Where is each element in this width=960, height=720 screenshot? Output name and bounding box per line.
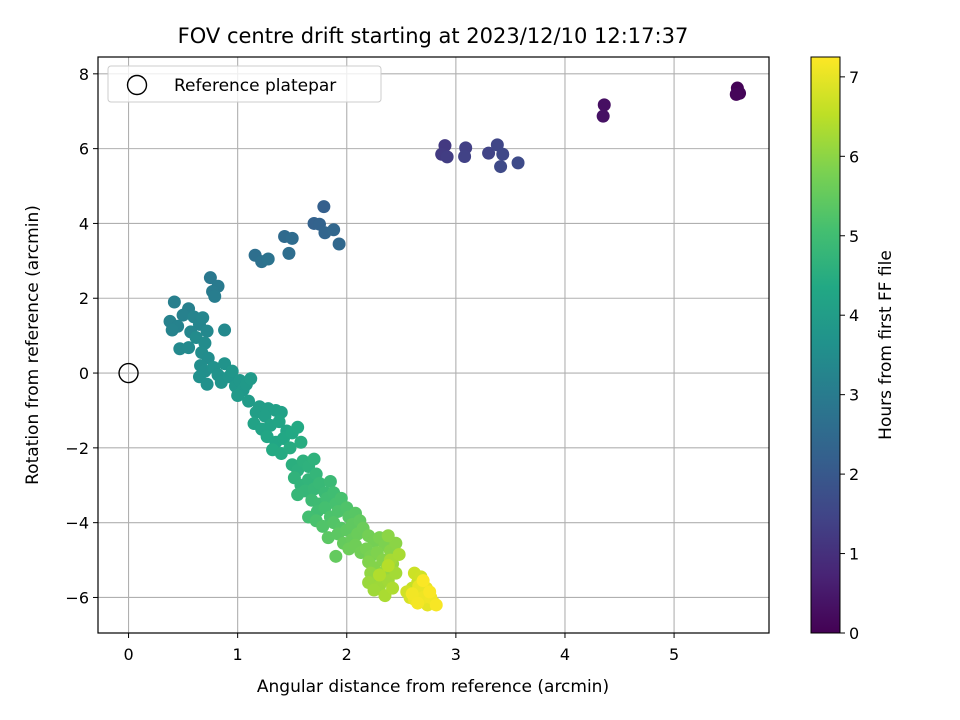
data-point xyxy=(329,549,343,563)
x-tick-label: 4 xyxy=(560,645,570,664)
colorbar-tick-label: 2 xyxy=(849,465,859,484)
x-tick-label: 2 xyxy=(342,645,352,664)
colorbar-tick-label: 1 xyxy=(849,545,859,564)
legend-box xyxy=(107,65,382,103)
grid-lines xyxy=(98,57,769,633)
y-axis-ticks: −6 −4 −2 0 2 4 6 8 xyxy=(65,65,98,607)
data-point xyxy=(307,452,321,466)
data-point xyxy=(225,364,239,378)
data-point xyxy=(416,574,430,588)
data-point xyxy=(176,308,190,322)
data-point xyxy=(231,388,245,402)
data-point xyxy=(423,585,437,599)
data-point xyxy=(511,156,525,170)
y-tick-label: −6 xyxy=(65,588,89,607)
data-point xyxy=(272,415,286,429)
data-point xyxy=(208,289,222,303)
data-point xyxy=(200,324,214,338)
data-point xyxy=(367,583,381,597)
data-point xyxy=(283,441,297,455)
data-point xyxy=(196,311,210,325)
data-point xyxy=(317,200,331,214)
x-tick-label: 3 xyxy=(451,645,461,664)
chart-title: FOV centre drift starting at 2023/12/10 … xyxy=(178,24,689,48)
data-point xyxy=(203,271,217,285)
colorbar: 0 1 2 3 4 5 6 7 Hours from first FF file xyxy=(810,56,896,643)
x-axis-label: Angular distance from reference (arcmin) xyxy=(257,677,609,697)
colorbar-tick-label: 5 xyxy=(849,227,859,246)
x-tick-label: 0 xyxy=(123,645,133,664)
data-points xyxy=(163,81,747,612)
colorbar-gradient xyxy=(810,56,841,634)
data-point xyxy=(242,394,256,408)
data-point xyxy=(381,559,395,573)
y-axis-label: Rotation from reference (arcmin) xyxy=(23,205,43,485)
x-axis-ticks: 0 1 2 3 4 5 xyxy=(123,633,679,664)
data-point xyxy=(218,323,232,337)
reference-platepar-marker xyxy=(118,362,139,384)
data-point xyxy=(440,150,454,164)
data-point xyxy=(282,246,296,260)
data-point xyxy=(596,109,610,123)
data-point xyxy=(482,146,496,160)
legend-entry-reference: Reference platepar xyxy=(174,76,336,96)
data-point xyxy=(392,547,406,561)
data-point xyxy=(323,475,337,489)
data-point xyxy=(200,377,214,391)
colorbar-tick-label: 7 xyxy=(849,68,859,87)
data-point xyxy=(291,488,305,502)
data-point xyxy=(372,568,386,582)
y-tick-label: 6 xyxy=(79,140,89,159)
colorbar-tick-label: 0 xyxy=(849,624,859,643)
data-point xyxy=(294,435,308,449)
data-point xyxy=(729,87,743,101)
legend: Reference platepar xyxy=(107,65,382,103)
data-point xyxy=(165,323,179,337)
plot-frame xyxy=(97,56,770,634)
data-point xyxy=(429,598,443,612)
x-tick-label: 5 xyxy=(669,645,679,664)
y-tick-label: −2 xyxy=(65,439,89,458)
data-point xyxy=(381,529,395,543)
y-tick-label: 0 xyxy=(79,364,89,383)
data-point xyxy=(597,98,611,112)
data-point xyxy=(167,295,181,309)
data-point xyxy=(494,160,508,174)
data-point xyxy=(496,147,510,161)
colorbar-label: Hours from first FF file xyxy=(876,250,896,440)
y-tick-label: 4 xyxy=(79,214,89,233)
data-point xyxy=(458,149,472,163)
data-point xyxy=(316,519,330,533)
colorbar-tick-label: 4 xyxy=(849,306,859,325)
data-point xyxy=(411,596,425,610)
data-point xyxy=(285,231,299,245)
colorbar-tick-label: 3 xyxy=(849,386,859,405)
data-point xyxy=(182,341,196,355)
data-point xyxy=(244,372,258,386)
data-point xyxy=(332,237,346,251)
colorbar-tick-label: 6 xyxy=(849,147,859,166)
x-tick-label: 1 xyxy=(233,645,243,664)
legend-marker-icon xyxy=(126,74,148,96)
data-point xyxy=(321,531,335,545)
data-point xyxy=(386,581,400,595)
data-point xyxy=(261,252,275,266)
y-tick-label: 8 xyxy=(79,65,89,84)
colorbar-ticks: 0 1 2 3 4 5 6 7 xyxy=(840,68,859,643)
data-point xyxy=(327,223,341,237)
y-tick-label: 2 xyxy=(79,289,89,308)
y-tick-label: −4 xyxy=(65,514,89,533)
data-point xyxy=(291,420,305,434)
